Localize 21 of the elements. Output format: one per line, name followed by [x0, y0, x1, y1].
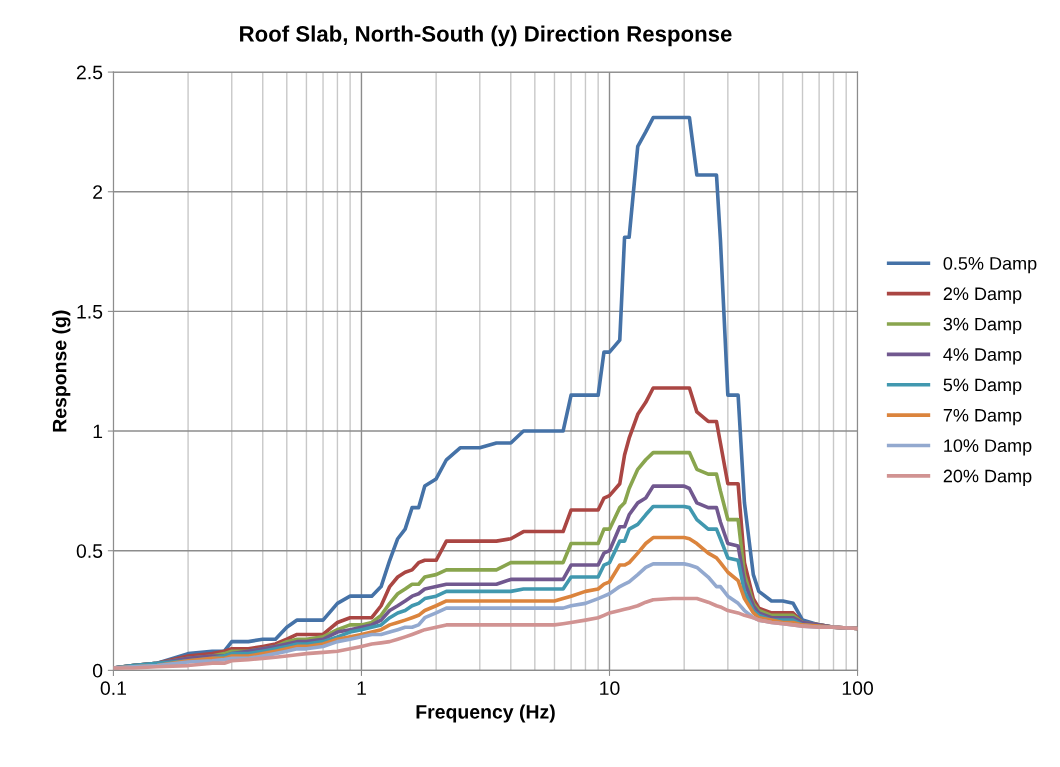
- legend-label: 2% Damp: [943, 287, 1022, 304]
- legend-label: 5% Damp: [943, 378, 1022, 395]
- y-tick-label: 2: [93, 185, 103, 199]
- legend-label: 10% Damp: [944, 439, 1032, 456]
- y-axis-title: Response (g): [52, 310, 71, 432]
- y-tick-label: 1.5: [77, 305, 103, 319]
- x-tick-label: 1: [357, 681, 366, 695]
- y-tick-label: 0: [92, 663, 103, 678]
- legend-label: 3% Damp: [943, 317, 1022, 335]
- legend-label: 4% Damp: [943, 348, 1022, 365]
- y-tick-label: 2.5: [76, 65, 103, 80]
- x-tick-label: 0.1: [100, 681, 126, 696]
- legend-label: 7% Damp: [943, 408, 1022, 426]
- x-tick-label: 100: [842, 681, 873, 696]
- x-axis-title: Frequency (Hz): [416, 704, 555, 723]
- legend-label: 0.5% Damp: [943, 256, 1037, 274]
- y-tick-label: 1: [93, 424, 103, 439]
- legend-label: 20% Damp: [943, 469, 1032, 486]
- y-tick-label: 0.5: [76, 544, 103, 558]
- x-tick-label: 10: [600, 681, 620, 696]
- chart-title: Roof Slab, North-South (y) Direction Response: [240, 25, 732, 47]
